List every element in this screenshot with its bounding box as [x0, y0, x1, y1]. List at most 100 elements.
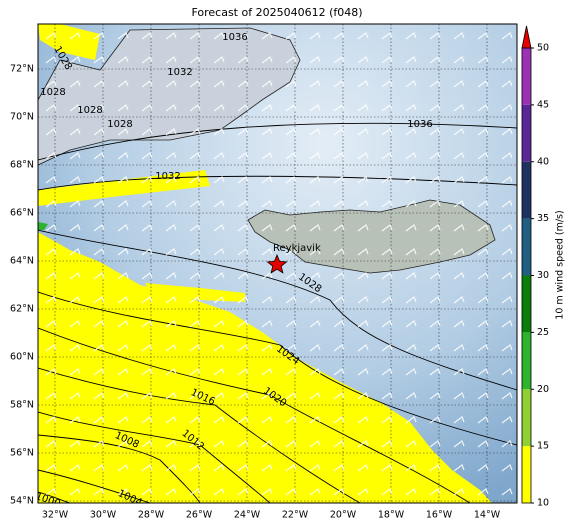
wind-barb — [429, 272, 441, 280]
colorbar-segment — [522, 389, 531, 447]
wind-barb — [357, 32, 369, 40]
wind-barb — [213, 152, 225, 160]
wind-barb — [501, 392, 513, 400]
wind-barb — [93, 464, 105, 472]
wind-barb — [165, 368, 177, 376]
wind-barb — [381, 128, 393, 136]
colorbar-tick-label: 15 — [537, 441, 549, 452]
wind-barb — [213, 32, 225, 40]
wind-barb — [501, 104, 513, 112]
wind-barb — [141, 104, 153, 112]
wind-barb — [69, 248, 81, 256]
wind-barb — [405, 440, 417, 448]
wind-barb — [45, 440, 57, 448]
wind-barb — [357, 200, 369, 208]
wind-barb — [405, 416, 417, 424]
wind-barb — [381, 152, 393, 160]
colorbar-segment — [522, 161, 531, 219]
wind-barb — [165, 32, 177, 40]
wind-barb — [309, 80, 321, 88]
wind-barb — [93, 440, 105, 448]
wind-barb — [213, 368, 225, 376]
wind-barb — [141, 320, 153, 328]
wind-barb — [357, 344, 369, 352]
wind-barb — [285, 104, 297, 112]
wind-barb — [333, 320, 345, 328]
wind-barb — [453, 416, 465, 424]
wind-barb — [501, 272, 513, 280]
wind-barb — [189, 32, 201, 40]
wind-barb — [93, 224, 105, 232]
wind-barb — [165, 272, 177, 280]
wind-barb — [333, 440, 345, 448]
wind-barb — [69, 320, 81, 328]
wind-barb — [237, 200, 249, 208]
lat-label: 72°N — [10, 64, 34, 75]
wind-barb — [381, 296, 393, 304]
wind-barb — [69, 152, 81, 160]
wind-barb — [189, 152, 201, 160]
wind-barb — [237, 128, 249, 136]
wind-barb — [117, 80, 129, 88]
greenland — [38, 27, 301, 166]
wind-barb — [357, 296, 369, 304]
wind-barb — [309, 176, 321, 184]
wind-barb — [429, 104, 441, 112]
wind-barb — [453, 200, 465, 208]
wind-barb — [93, 128, 105, 136]
wind-barb — [261, 56, 273, 64]
wind-barb — [165, 488, 177, 496]
wind-barb — [477, 176, 489, 184]
contour-label: 1032 — [167, 67, 192, 78]
wind-barb — [69, 56, 81, 64]
wind-barb — [117, 248, 129, 256]
wind-barb — [117, 224, 129, 232]
wind-barb — [405, 56, 417, 64]
wind-barb — [93, 344, 105, 352]
wind-barb — [261, 104, 273, 112]
wind-barb — [501, 200, 513, 208]
lat-label: 54°N — [10, 496, 34, 507]
wind-barb — [309, 344, 321, 352]
wind-barb — [429, 176, 441, 184]
wind-barb — [189, 80, 201, 88]
wind-barb — [405, 248, 417, 256]
wind-barb — [501, 248, 513, 256]
wind-barb — [477, 392, 489, 400]
wind-barb — [333, 416, 345, 424]
wind-barb — [69, 200, 81, 208]
wind-barb — [453, 248, 465, 256]
wind-barb — [309, 392, 321, 400]
wind-barb — [237, 344, 249, 352]
wind-barb — [357, 272, 369, 280]
colorbar-segment — [522, 104, 531, 162]
wind-barb — [453, 488, 465, 496]
wind-barb — [165, 392, 177, 400]
wind-barb — [93, 320, 105, 328]
lon-label: 32°W — [42, 510, 69, 521]
wind-barb — [117, 296, 129, 304]
wind-barb — [381, 224, 393, 232]
wind-barb — [333, 488, 345, 496]
wind-barb — [213, 440, 225, 448]
wind-barb — [237, 488, 249, 496]
wind-barb — [93, 272, 105, 280]
wind-barb — [93, 176, 105, 184]
wind-barb — [117, 320, 129, 328]
wind-barb — [141, 128, 153, 136]
lon-label: 18°W — [378, 510, 405, 521]
wind-barb — [165, 200, 177, 208]
wind-barb — [189, 344, 201, 352]
wind-barb — [501, 296, 513, 304]
wind-barb — [141, 488, 153, 496]
wind-barb — [165, 80, 177, 88]
wind-barb — [285, 392, 297, 400]
wind-barb — [405, 344, 417, 352]
wind-barb — [237, 464, 249, 472]
wind-barb — [405, 80, 417, 88]
wind-barb — [45, 104, 57, 112]
wind-barb — [117, 200, 129, 208]
wind-barb — [405, 32, 417, 40]
wind-barb — [165, 176, 177, 184]
wind-barb — [213, 344, 225, 352]
